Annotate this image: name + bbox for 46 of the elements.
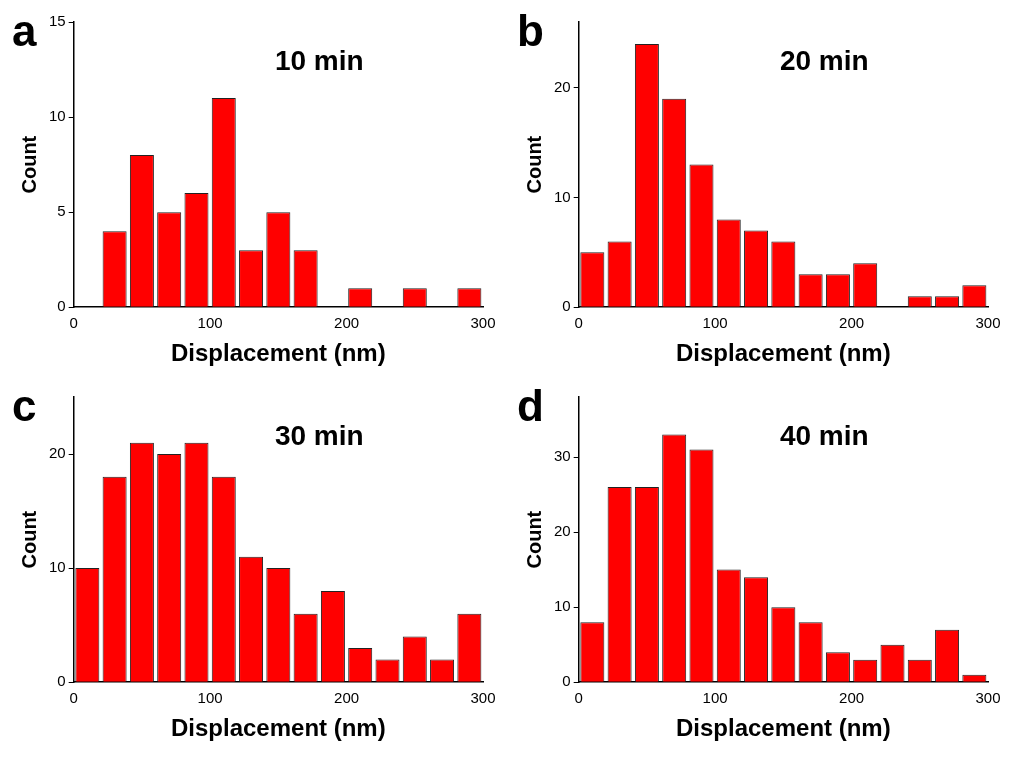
y-tick-label: 20 [554,522,571,540]
y-tick-label: 10 [49,107,66,125]
chart-title: b [517,6,544,56]
x-tick-label: 200 [334,689,360,707]
annotation: 40 min [779,419,869,451]
x-tick-label: 100 [197,314,223,332]
y-tick-label: 10 [554,187,571,205]
y-tick-label: 30 [554,447,571,465]
annotation: 10 min [274,44,364,76]
chart-title: a [12,6,37,56]
x-tick-label: 0 [574,689,583,707]
y-tick-label: 5 [57,202,66,220]
x-tick-label: 200 [839,314,865,332]
y-tick-label: 0 [562,297,571,315]
y-axis-title: Count [17,135,40,194]
x-tick-label: 300 [470,689,496,707]
x-tick-label: 0 [574,314,583,332]
x-axis-title: Displacement (nm) [675,714,891,742]
y-axis-title: Count [17,510,40,569]
y-axis-title: Count [522,135,545,194]
annotation: 30 min [274,419,364,451]
y-tick-label: 10 [554,597,571,615]
chart-title: d [517,381,544,431]
y-tick-label: 15 [49,12,66,30]
x-tick-label: 100 [702,689,728,707]
y-axis-title: Count [522,510,545,569]
x-axis-title: Displacement (nm) [675,339,891,367]
y-tick-label: 0 [562,672,571,690]
annotation: 20 min [779,44,869,76]
x-tick-label: 200 [839,689,865,707]
y-tick-label: 0 [57,672,66,690]
x-axis-title: Displacement (nm) [170,714,386,742]
x-tick-label: 300 [975,689,1001,707]
x-tick-label: 0 [69,314,78,332]
y-tick-label: 10 [49,558,66,576]
x-tick-label: 200 [334,314,360,332]
x-tick-label: 0 [69,689,78,707]
y-tick-label: 20 [49,444,66,462]
x-axis-title: Displacement (nm) [170,339,386,367]
x-tick-label: 300 [470,314,496,332]
chart-title: c [12,381,37,431]
y-tick-label: 20 [554,77,571,95]
x-tick-label: 100 [702,314,728,332]
x-tick-label: 300 [975,314,1001,332]
y-tick-label: 0 [57,297,66,315]
x-tick-label: 100 [197,689,223,707]
